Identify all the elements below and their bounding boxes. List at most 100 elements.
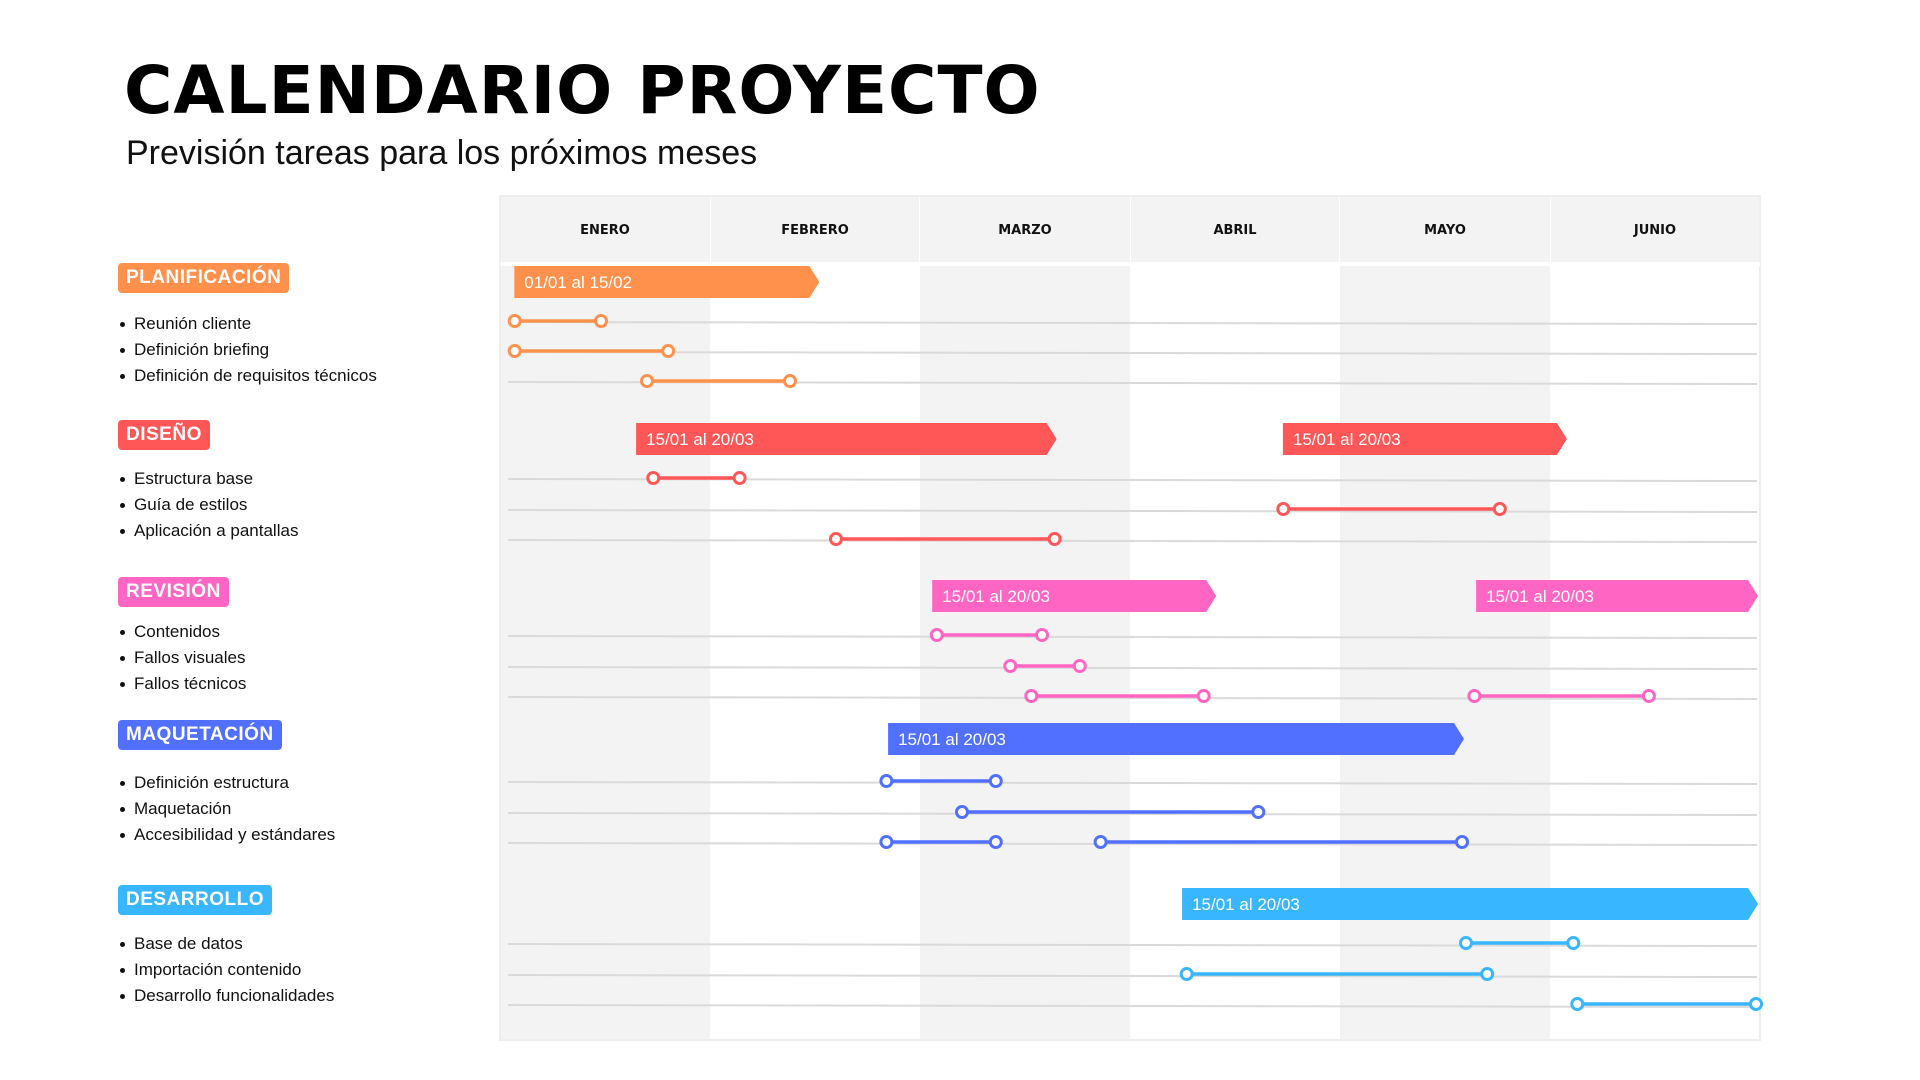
group-tag-planificacion: PLANIFICACIÓN — [118, 263, 290, 293]
segment-end-marker — [1072, 659, 1087, 673]
page-title: CALENDARIO PROYECTO — [124, 52, 1041, 129]
summary-bar-revision — [1476, 580, 1758, 612]
segment-start-marker — [507, 314, 522, 328]
summary-bar-label: 15/01 al 20/03 — [898, 730, 1006, 749]
month-label: MARZO — [998, 223, 1052, 238]
segment-end-marker — [594, 314, 608, 328]
task-row-line — [507, 812, 1758, 816]
month-column — [500, 196, 710, 1040]
segment-start-marker — [640, 374, 654, 388]
summary-bar-label: 15/01 al 20/03 — [1192, 895, 1300, 914]
segment-end-marker — [1047, 532, 1062, 546]
segment-end-marker — [1251, 805, 1266, 819]
summary-bar-diseno — [636, 423, 1057, 455]
summary-bar-diseno — [1282, 423, 1567, 455]
task-row-line — [507, 509, 1758, 513]
task-label: Contenidos — [119, 622, 221, 641]
task-row-line — [507, 539, 1758, 543]
segment-start-marker — [646, 471, 661, 485]
segment-start-marker — [955, 805, 969, 819]
task-row-line — [507, 635, 1758, 639]
segment-start-marker — [829, 532, 843, 546]
page-subtitle: Previsión tareas para los próximos meses — [126, 134, 758, 172]
summary-bar-revision — [932, 580, 1217, 612]
month-header-cell — [711, 196, 919, 262]
task-label: Accesibilidad y estándares — [119, 825, 336, 844]
month-header-cell — [921, 196, 1129, 262]
segment-end-marker — [661, 344, 676, 358]
segment-start-marker — [507, 344, 522, 358]
segment-end-marker — [732, 471, 747, 485]
task-row-line — [507, 321, 1758, 325]
group-tag-revision: REVISIÓN — [118, 577, 229, 607]
segment-end-marker — [988, 835, 1003, 849]
segment-start-marker — [1467, 689, 1482, 703]
summary-bar-label: 15/01 al 20/03 — [646, 430, 754, 449]
segment-end-marker — [1492, 502, 1507, 516]
task-label: Estructura base — [119, 469, 254, 488]
task-row-line — [507, 696, 1758, 700]
segment-start-marker — [1093, 835, 1108, 849]
month-label: ABRIL — [1213, 223, 1256, 238]
task-label: Definición estructura — [120, 773, 289, 792]
task-label: Guía de estilos — [119, 495, 248, 514]
segment-end-marker — [1196, 689, 1211, 703]
task-label: Importación contenido — [119, 960, 302, 979]
summary-bar-maquetacion — [888, 723, 1464, 755]
month-label: MAYO — [1424, 223, 1466, 238]
summary-bar-planificacion — [514, 266, 820, 298]
task-row-line — [507, 351, 1758, 355]
grid-border — [499, 195, 1761, 1041]
task-label: Reunión cliente — [119, 314, 252, 333]
segment-end-marker — [1566, 936, 1581, 950]
month-column — [710, 196, 920, 1040]
task-row-line — [507, 1004, 1758, 1008]
month-label: FEBRERO — [781, 223, 849, 238]
task-label: Fallos visuales — [120, 648, 246, 667]
month-header-cell — [1551, 196, 1759, 262]
task-label: Base de datos — [120, 934, 243, 953]
task-label-column: PLANIFICACIÓN Reunión cliente Definición b… — [0, 0, 500, 1080]
segment-start-marker — [879, 774, 894, 788]
segment-end-marker — [1749, 997, 1763, 1011]
segment-end-marker — [1455, 835, 1469, 849]
task-label: Fallos técnicos — [119, 674, 247, 693]
segment-end-marker — [1035, 628, 1049, 642]
task-label: Maquetación — [119, 799, 232, 818]
segment-end-marker — [1480, 967, 1495, 981]
task-row-line — [507, 781, 1758, 785]
segment-end-marker — [1641, 689, 1656, 703]
segment-start-marker — [1179, 967, 1194, 981]
task-label: Desarrollo funcionalidades — [119, 986, 335, 1005]
task-row-line — [507, 842, 1758, 846]
summary-bar-label: 01/01 al 15/02 — [524, 273, 632, 292]
segment-end-marker — [783, 374, 797, 388]
task-row-line — [507, 666, 1758, 670]
month-header-cell — [1341, 196, 1549, 262]
month-column — [920, 196, 1130, 1040]
group-tag-maquetacion: MAQUETACIÓN — [118, 720, 282, 750]
month-header-cell — [501, 196, 709, 262]
task-row-line — [507, 974, 1758, 978]
task-row-line — [507, 943, 1758, 947]
summary-bar-desarrollo — [1182, 888, 1758, 920]
summary-bar-label: 15/01 al 20/03 — [1293, 430, 1401, 449]
segment-start-marker — [1459, 936, 1473, 950]
task-label: Aplicación a pantallas — [119, 521, 299, 540]
segment-start-marker — [1570, 997, 1585, 1011]
summary-bar-label: 15/01 al 20/03 — [1486, 587, 1594, 606]
month-label: JUNIO — [1633, 223, 1676, 238]
segment-end-marker — [988, 774, 1003, 788]
segment-start-marker — [1024, 689, 1039, 703]
segment-start-marker — [1003, 659, 1018, 673]
task-label: Definición de requisitos técnicos — [120, 366, 377, 385]
segment-start-marker — [929, 628, 944, 642]
segment-start-marker — [879, 835, 894, 849]
segment-start-marker — [1276, 502, 1291, 516]
group-tag-desarrollo: DESARROLLO — [118, 885, 272, 915]
summary-bar-label: 15/01 al 20/03 — [942, 587, 1050, 606]
month-label: ENERO — [580, 223, 630, 238]
month-header-cell — [1131, 196, 1339, 262]
group-tag-diseno: DISEÑO — [118, 420, 210, 450]
